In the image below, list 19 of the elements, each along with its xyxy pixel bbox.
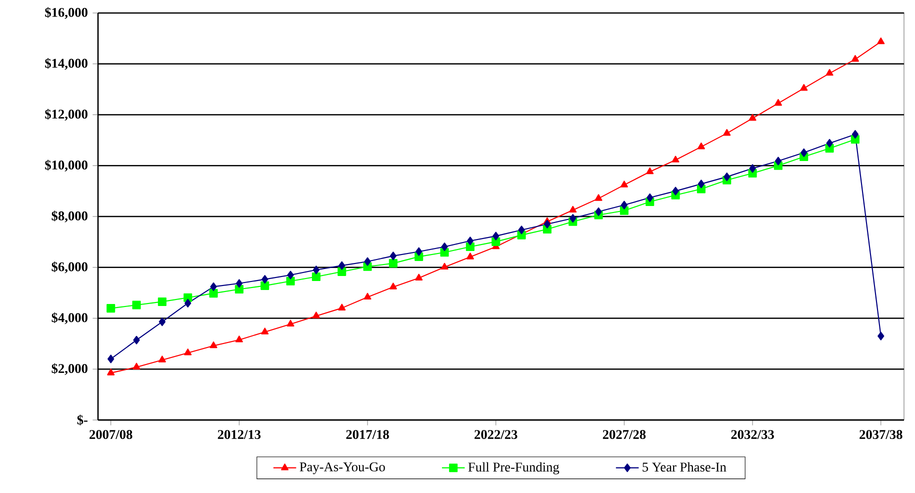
x-tick-label: 2022/23: [474, 430, 518, 440]
x-tick-label: 2017/18: [346, 430, 389, 440]
legend-label: Full Pre-Funding: [468, 462, 560, 474]
x-tick-label: 2012/13: [218, 430, 261, 440]
y-tick-label: $14,000: [45, 58, 88, 70]
y-tick-label: $12,000: [45, 108, 88, 121]
y-tick-label: $6,000: [52, 262, 88, 274]
x-tick-label: 2037/38: [860, 430, 902, 440]
y-tick-label: $2,000: [52, 363, 88, 375]
x-tick-label: 2027/28: [602, 430, 646, 440]
y-tick-label: $10,000: [45, 160, 88, 172]
legend-label: 5 Year Phase-In: [642, 462, 726, 472]
x-tick-label: 2032/33: [731, 430, 774, 440]
y-tick-label: $8,000: [52, 210, 88, 222]
y-tick-label: $-: [77, 414, 88, 426]
y-tick-label: $16,000: [45, 7, 88, 19]
y-tick-label: $4,000: [52, 312, 88, 324]
legend-label: Pay-As-You-Go: [300, 462, 385, 474]
x-tick-label: 2007/08: [90, 430, 132, 440]
